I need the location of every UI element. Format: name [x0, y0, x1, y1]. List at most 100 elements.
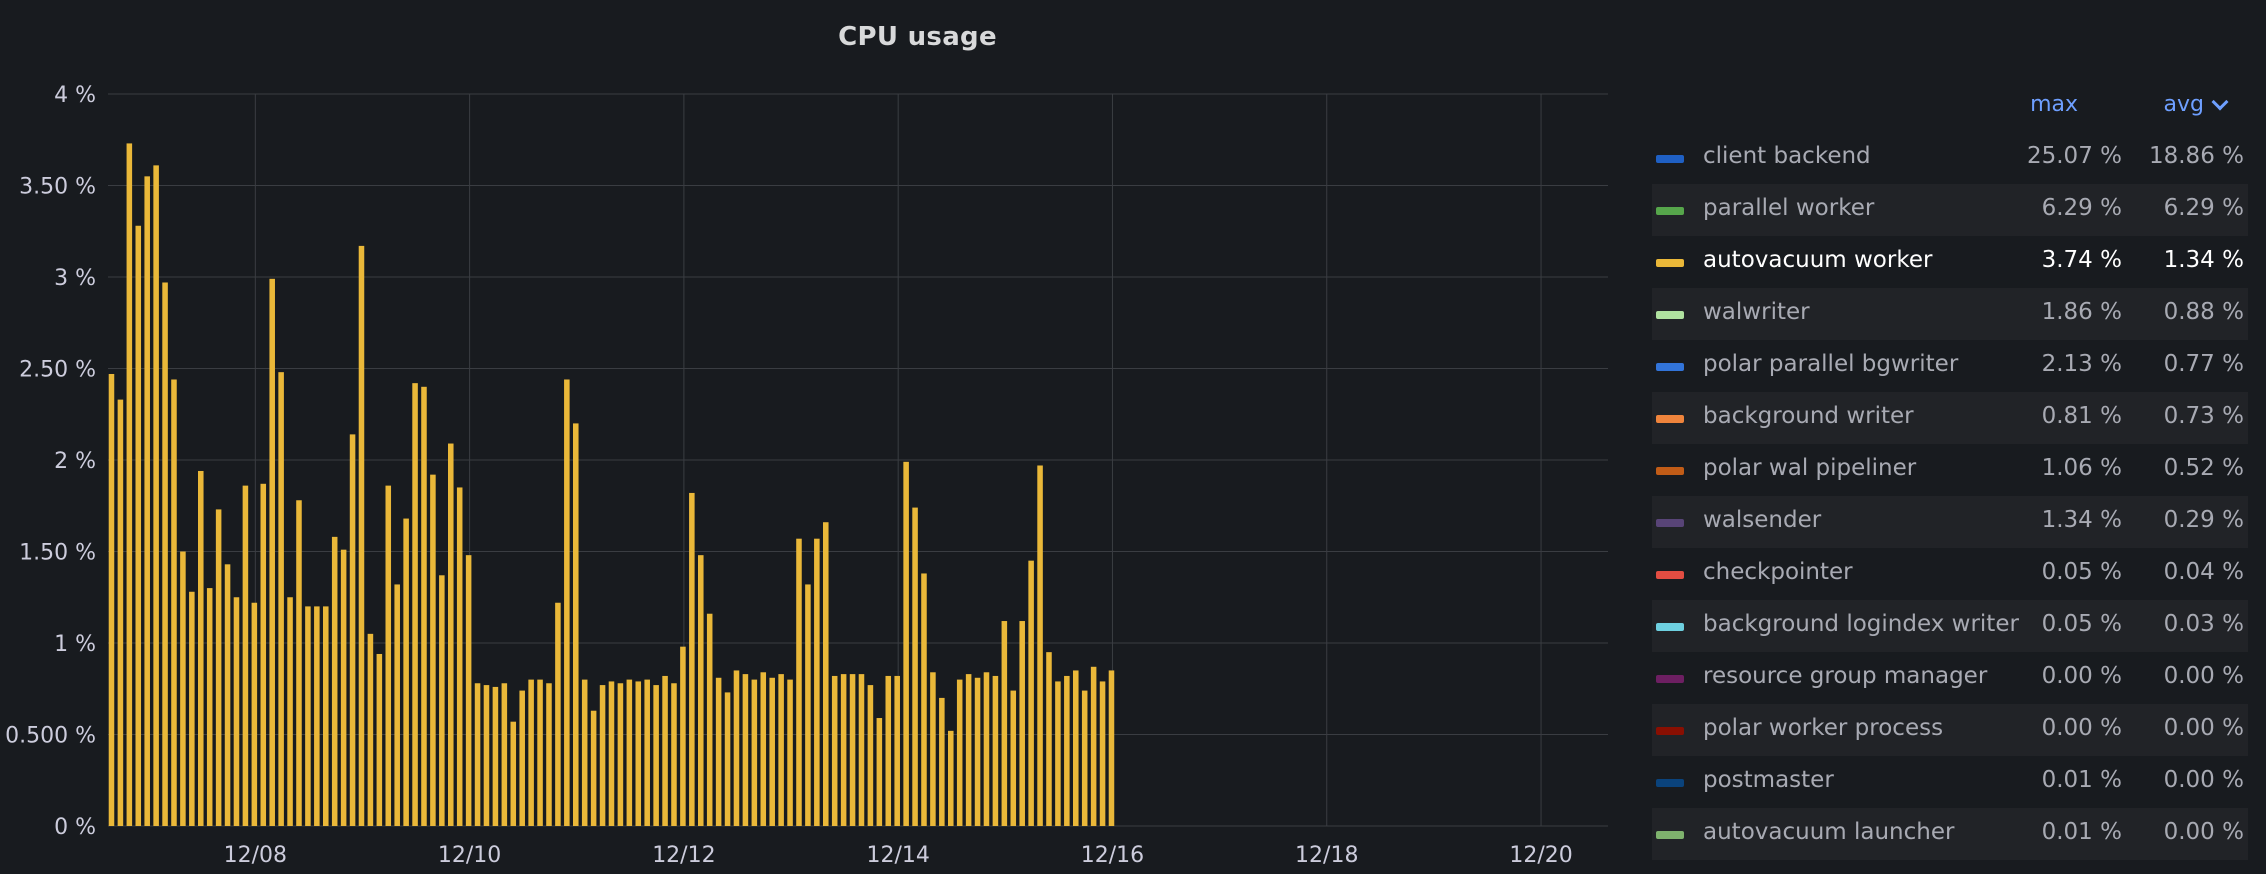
- bar: [814, 538, 820, 826]
- bar: [144, 176, 150, 827]
- legend-series-name[interactable]: client backend: [1703, 143, 1871, 169]
- bar: [965, 674, 972, 826]
- legend-avg-value: 0.00 %: [2163, 767, 2244, 793]
- legend-swatch-icon[interactable]: [1656, 623, 1684, 631]
- legend-series-name[interactable]: background logindex writer: [1703, 611, 2019, 637]
- legend-rows: client backend 25.07 % 18.86 % parallel wor…: [1652, 132, 2248, 860]
- legend-series-name[interactable]: polar worker process: [1703, 715, 1944, 741]
- legend-row[interactable]: autovacuum launcher 0.01 % 0.00 %: [1652, 808, 2248, 860]
- legend-row[interactable]: autovacuum worker 3.74 % 1.34 %: [1652, 236, 2248, 288]
- bar: [581, 679, 588, 826]
- legend-series-name[interactable]: checkpointer: [1703, 559, 1853, 585]
- legend-row[interactable]: background logindex writer 0.05 % 0.03 %: [1652, 600, 2248, 652]
- legend-swatch-icon[interactable]: [1656, 467, 1684, 475]
- legend-swatch-icon[interactable]: [1656, 779, 1684, 787]
- bar: [492, 686, 499, 826]
- legend-max-value: 1.06 %: [2041, 455, 2122, 481]
- bar: [215, 509, 222, 826]
- legend-series-name[interactable]: polar wal pipeliner: [1703, 455, 1917, 481]
- legend-swatch-icon[interactable]: [1656, 831, 1684, 839]
- x-tick-label: 12/14: [866, 843, 929, 868]
- y-tick-label: 1 %: [54, 632, 96, 657]
- bar: [724, 692, 731, 826]
- legend-row[interactable]: polar worker process 0.00 % 0.00 %: [1652, 704, 2248, 756]
- bar: [564, 379, 570, 826]
- bar: [412, 383, 418, 826]
- bar: [608, 681, 615, 826]
- bar: [180, 551, 186, 826]
- legend-series-name[interactable]: background writer: [1703, 403, 1914, 429]
- legend-series-name[interactable]: autovacuum launcher: [1703, 819, 1955, 845]
- legend-swatch-icon[interactable]: [1656, 519, 1684, 527]
- legend-row[interactable]: walwriter 1.86 % 0.88 %: [1652, 288, 2248, 340]
- legend-sort-max-button[interactable]: max: [2030, 92, 2078, 117]
- legend-max-value: 2.13 %: [2041, 351, 2122, 377]
- bar: [1010, 690, 1017, 826]
- legend-swatch-icon[interactable]: [1656, 363, 1684, 371]
- bar: [671, 683, 677, 826]
- bar: [939, 697, 945, 826]
- legend-swatch-icon[interactable]: [1656, 571, 1684, 579]
- bar: [501, 683, 508, 826]
- legend-swatch-icon[interactable]: [1656, 207, 1684, 215]
- bar: [1073, 670, 1079, 826]
- y-tick-label: 3 %: [54, 266, 96, 291]
- bar: [599, 685, 606, 826]
- legend-row[interactable]: polar parallel bgwriter 2.13 % 0.77 %: [1652, 340, 2248, 392]
- bar: [876, 718, 883, 826]
- bar: [742, 674, 749, 826]
- bar: [1064, 675, 1070, 826]
- legend-row[interactable]: parallel worker 6.29 % 6.29 %: [1652, 184, 2248, 236]
- bar: [626, 679, 633, 826]
- legend-max-value: 0.00 %: [2041, 715, 2122, 741]
- legend-avg-value: 0.73 %: [2163, 403, 2244, 429]
- legend-swatch-icon[interactable]: [1656, 727, 1684, 735]
- bar: [376, 653, 383, 826]
- legend-swatch-icon[interactable]: [1656, 311, 1684, 319]
- bar: [528, 679, 534, 826]
- chart-title: CPU usage: [838, 22, 997, 52]
- legend-series-name[interactable]: autovacuum worker: [1703, 247, 1933, 273]
- bar: [903, 461, 909, 826]
- legend-row[interactable]: background writer 0.81 % 0.73 %: [1652, 392, 2248, 444]
- bar: [135, 225, 142, 826]
- bar: [421, 386, 427, 826]
- bar: [546, 683, 552, 826]
- legend-series-name[interactable]: postmaster: [1703, 767, 1834, 793]
- bar: [260, 483, 267, 826]
- legend-series-name[interactable]: walsender: [1703, 507, 1822, 533]
- legend-swatch-icon[interactable]: [1656, 675, 1684, 683]
- legend-swatch-icon[interactable]: [1656, 415, 1684, 423]
- legend-series-name[interactable]: resource group manager: [1703, 663, 1988, 689]
- legend-sort-avg-button[interactable]: avg: [2164, 92, 2229, 117]
- legend-series-name[interactable]: polar parallel bgwriter: [1703, 351, 1959, 377]
- legend-row[interactable]: checkpointer 0.05 % 0.04 %: [1652, 548, 2248, 600]
- x-tick-label: 12/10: [438, 843, 501, 868]
- legend-row[interactable]: resource group manager 0.00 % 0.00 %: [1652, 652, 2248, 704]
- bar: [153, 165, 159, 826]
- legend-row[interactable]: walsender 1.34 % 0.29 %: [1652, 496, 2248, 548]
- bar: [823, 522, 829, 826]
- legend-series-name[interactable]: walwriter: [1703, 299, 1810, 325]
- legend-series-name[interactable]: parallel worker: [1703, 195, 1875, 221]
- bar: [1081, 690, 1088, 826]
- bar: [555, 602, 561, 826]
- legend-row[interactable]: postmaster 0.01 % 0.00 %: [1652, 756, 2248, 808]
- legend-swatch-icon[interactable]: [1656, 259, 1684, 267]
- y-axis: 0 % 0.500 % 1 % 1.50 % 2 % 2.50 % 3 % 3.50 % 4 %: [5, 83, 96, 840]
- legend-swatch-icon[interactable]: [1656, 155, 1684, 163]
- bar: [340, 549, 347, 826]
- bar: [1108, 670, 1115, 826]
- bar: [912, 507, 918, 826]
- legend-row[interactable]: client backend 25.07 % 18.86 %: [1652, 132, 2248, 184]
- bar: [778, 674, 784, 826]
- bar: [278, 372, 284, 826]
- bar: [1046, 652, 1052, 826]
- legend-row[interactable]: polar wal pipeliner 1.06 % 0.52 %: [1652, 444, 2248, 496]
- legend-avg-value: 0.04 %: [2163, 559, 2244, 585]
- bar: [635, 681, 642, 826]
- y-tick-label: 2 %: [54, 449, 96, 474]
- bar: [974, 677, 981, 826]
- y-tick-label: 0.500 %: [5, 724, 96, 749]
